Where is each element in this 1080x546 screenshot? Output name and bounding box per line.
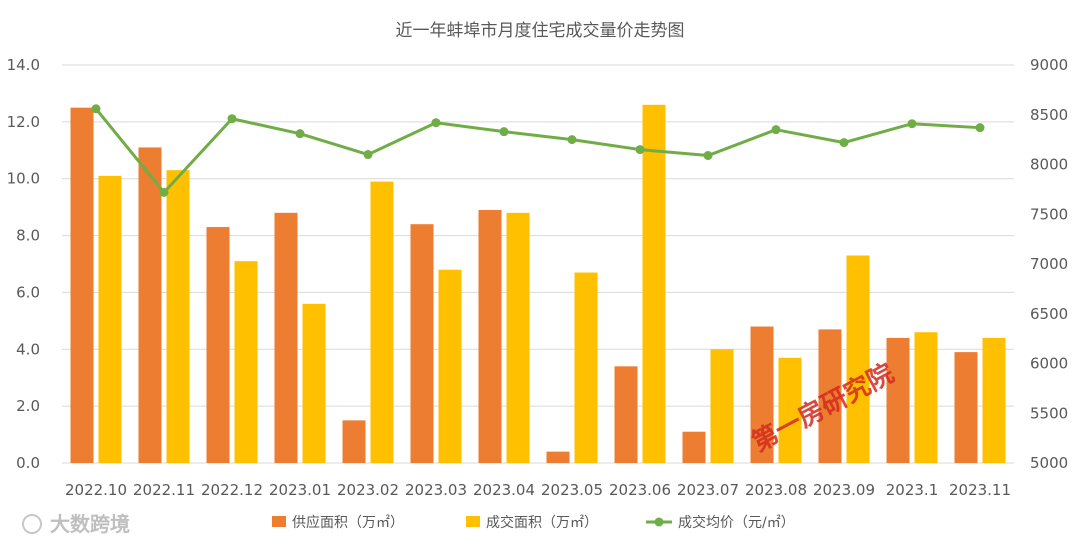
bar-sales (302, 303, 326, 463)
bar-sales (982, 337, 1006, 463)
gridlines (62, 64, 1014, 464)
bar-sales (98, 175, 122, 463)
left-tick-label: 8.0 (16, 227, 40, 245)
bar-supply (818, 329, 842, 463)
left-tick-label: 4.0 (16, 340, 40, 358)
bar-sales (710, 349, 734, 463)
x-tick-label: 2023.03 (405, 481, 467, 499)
price-point (567, 135, 577, 145)
bar-supply (478, 209, 502, 463)
price-point (227, 114, 237, 124)
price-point (839, 138, 849, 148)
right-tick-label: 7500 (1030, 205, 1068, 223)
bar-sales (846, 255, 870, 463)
left-tick-label: 12.0 (7, 113, 40, 131)
left-tick-label: 14.0 (7, 56, 40, 74)
bar-sales (370, 181, 394, 464)
x-axis-ticks: 2022.10 2022.11 2022.12 2023.01 2023.02 2023.… (65, 481, 1011, 499)
bar-sales (166, 170, 190, 463)
bar-supply (342, 420, 366, 463)
price-point (363, 150, 373, 160)
price-point (703, 151, 713, 161)
legend-label: 成交面积（万㎡） (486, 514, 598, 531)
bar-sales (642, 104, 666, 464)
right-tick-label: 8000 (1030, 156, 1068, 174)
x-tick-label: 2023.04 (473, 481, 535, 499)
bar-supply (410, 224, 434, 463)
price-point (635, 145, 645, 155)
right-tick-label: 5000 (1030, 454, 1068, 472)
watermark-logo: 大数跨境 (22, 512, 130, 536)
left-tick-label: 0.0 (16, 454, 40, 472)
right-tick-label: 8500 (1030, 106, 1068, 124)
price-point (295, 129, 305, 139)
bar-sales (506, 212, 530, 463)
x-tick-label: 2023.06 (609, 481, 671, 499)
legend-swatch (272, 516, 286, 527)
x-tick-label: 2023.02 (337, 481, 399, 499)
price-point (159, 187, 169, 197)
chart-title: 近一年蚌埠市月度住宅成交量价走势图 (396, 21, 685, 41)
left-tick-label: 6.0 (16, 283, 40, 301)
x-tick-label: 2023.08 (745, 481, 807, 499)
x-tick-label: 2022.10 (65, 481, 127, 499)
bar-supply (750, 326, 774, 463)
x-tick-label: 2023.09 (813, 481, 875, 499)
bar-sales (438, 269, 462, 463)
left-tick-label: 2.0 (16, 397, 40, 415)
price-point (431, 118, 441, 128)
legend-swatch (466, 516, 480, 527)
right-tick-label: 7000 (1030, 255, 1068, 273)
x-tick-label: 2022.11 (133, 481, 195, 499)
price-line-layer (91, 104, 985, 197)
bar-supply (682, 431, 706, 463)
legend-label: 供应面积（万㎡） (292, 514, 404, 531)
price-point (91, 104, 101, 114)
legend-marker (654, 517, 664, 527)
right-tick-label: 6000 (1030, 355, 1068, 373)
price-line (94, 107, 981, 194)
legend: 供应面积（万㎡） 成交面积（万㎡） 成交均价（元/㎡） (272, 514, 795, 531)
x-tick-label: 2023.1 (886, 481, 939, 499)
left-tick-label: 10.0 (7, 170, 40, 188)
legend-label: 成交均价（元/㎡） (678, 514, 795, 531)
right-tick-label: 9000 (1030, 56, 1068, 74)
right-tick-label: 6500 (1030, 305, 1068, 323)
bar-supply (614, 366, 638, 463)
bar-supply (138, 147, 162, 463)
price-point (907, 119, 917, 129)
x-tick-label: 2023.05 (541, 481, 603, 499)
x-tick-label: 2023.01 (269, 481, 331, 499)
right-tick-label: 5500 (1030, 404, 1068, 422)
price-point (975, 123, 985, 133)
bar-supply (70, 107, 94, 464)
bar-sales (234, 261, 258, 463)
bar-sales (574, 272, 598, 463)
bar-supply (274, 212, 298, 463)
left-axis-ticks: 0.0 2.0 4.0 6.0 8.0 10.0 12.0 14.0 (7, 56, 40, 472)
right-axis-ticks: 5000 5500 6000 6500 7000 7500 8000 8500 9000 (1030, 56, 1068, 472)
bar-supply (954, 352, 978, 463)
bar-supply (886, 337, 910, 463)
x-tick-label: 2022.12 (201, 481, 263, 499)
bar-sales (914, 332, 938, 463)
x-tick-label: 2023.11 (949, 481, 1011, 499)
watermark-logo-text: 大数跨境 (50, 512, 130, 536)
logo-icon (22, 514, 42, 534)
price-point (771, 125, 781, 135)
bar-supply (206, 227, 230, 463)
bar-supply (546, 451, 570, 463)
bars-layer (70, 104, 1006, 464)
price-point (499, 127, 509, 137)
x-tick-label: 2023.07 (677, 481, 739, 499)
bar-sales (778, 357, 802, 463)
